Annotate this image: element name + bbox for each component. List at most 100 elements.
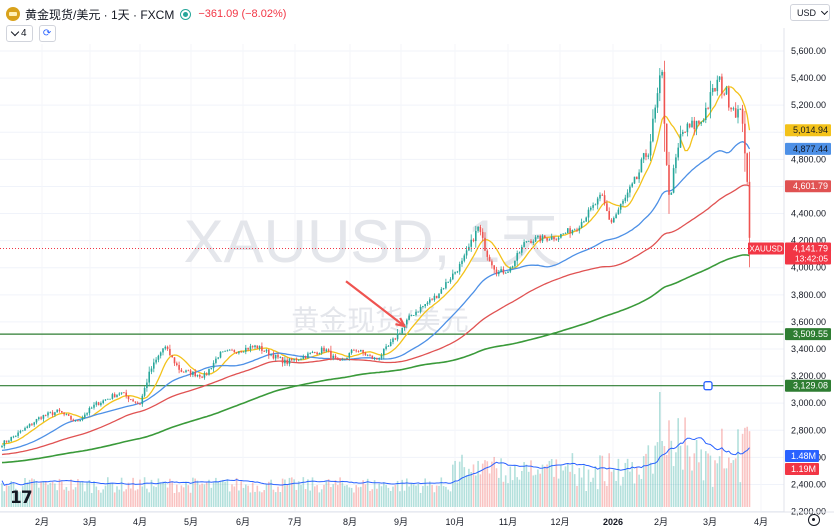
candle-body [665, 123, 668, 165]
volume-bar [647, 445, 650, 507]
volume-bar [475, 475, 477, 507]
volume-bar [677, 418, 679, 507]
candle-body [63, 412, 65, 415]
candle-body [718, 76, 721, 80]
price-tick-label: 2,400.00 [791, 479, 826, 489]
volume-bar [429, 481, 431, 507]
volume-bar [63, 489, 65, 507]
volume-bar [90, 492, 93, 507]
candle-body [107, 398, 109, 400]
volume-bar [585, 490, 587, 507]
volume-bar [88, 480, 91, 507]
volume-bar [599, 455, 601, 507]
volume-bar [343, 485, 346, 507]
candle-body [649, 141, 652, 156]
volume-bar [249, 492, 252, 507]
volume-bar [433, 492, 436, 507]
indicators-collapse-button[interactable]: 4 [6, 25, 33, 42]
volume-bar [594, 466, 597, 507]
volume-bar [111, 482, 114, 507]
candle-body [54, 412, 56, 415]
price-tick-label: 3,400.00 [791, 344, 826, 354]
candle-body [171, 355, 173, 358]
volume-bar [79, 481, 81, 507]
price-axis[interactable]: 2,200.002,400.002,600.002,800.003,000.00… [783, 28, 826, 517]
candle-body [176, 363, 178, 366]
last-price-bg [785, 242, 831, 265]
volume-bar [415, 485, 417, 507]
candle-body [254, 345, 256, 348]
candle-body [532, 241, 535, 243]
volume-bar [626, 458, 629, 507]
candle-body [261, 346, 263, 351]
volume-bar [477, 460, 479, 507]
volume-bar [431, 485, 433, 507]
volume-bar [435, 485, 438, 507]
candle-body [509, 267, 512, 272]
volume-bar [665, 454, 668, 507]
time-tick-label: 8月 [343, 517, 357, 527]
candle-body [638, 172, 640, 180]
indicator-count: 4 [21, 28, 27, 39]
volume-bar [31, 478, 33, 507]
ma-value-label: 5,014.94 [785, 124, 831, 137]
candle-body [725, 87, 728, 95]
candle-body [201, 376, 203, 378]
candle-body [615, 214, 617, 218]
volume-bar [527, 471, 530, 507]
volume-bar [534, 474, 537, 507]
volume-bar [286, 484, 288, 507]
volume-bar [139, 479, 141, 507]
volume-bar [617, 458, 620, 507]
currency-select[interactable]: USD [790, 4, 830, 21]
symbol-title[interactable]: 黄金现货/美元 · 1天 · FXCM [25, 7, 175, 22]
data-window-button[interactable]: ⟳ [38, 25, 56, 42]
volume-bar [532, 475, 535, 507]
volume-bar [93, 481, 95, 507]
volume-bar [210, 487, 213, 507]
price-tick-label: 2,800.00 [791, 425, 826, 435]
volume-ma-line [1, 437, 750, 486]
symbol-title-row[interactable]: 黄金现货/美元 · 1天 · FXCM −361.09 (−8.02%) [6, 5, 286, 23]
volume-bar [700, 449, 702, 507]
volume-bar [546, 464, 548, 507]
candle-body [585, 217, 587, 222]
candle-body [185, 370, 187, 373]
time-axis[interactable]: 2月 3月 4月 5月 6月 7月 8月 9月 10月 11月 12月 2026 2月 3月 4月 [0, 511, 834, 527]
candle-body [343, 358, 346, 360]
volume-bar [366, 478, 369, 507]
volume-bar [26, 482, 29, 507]
candle-body [65, 414, 68, 416]
candle-body [38, 417, 40, 420]
settings-icon[interactable] [808, 514, 820, 526]
volume-bar [12, 482, 15, 507]
volume-bar [44, 481, 47, 507]
volume-bar [718, 456, 721, 507]
volume-bar [245, 484, 247, 507]
candle-body [438, 293, 440, 299]
candle-body [157, 355, 160, 360]
candle-body [723, 93, 725, 95]
annotations[interactable] [345, 280, 407, 328]
candle-body [553, 236, 555, 240]
candle-body [511, 266, 514, 268]
candle-body [677, 147, 679, 158]
tradingview-logo[interactable]: 17 [10, 488, 33, 508]
volume-bar [201, 483, 203, 507]
time-tick-label: 10月 [445, 517, 464, 527]
volume-bar [235, 477, 238, 507]
candle-body [208, 369, 210, 375]
candle-body [196, 374, 199, 377]
volume-bar [182, 487, 185, 507]
volume-bar [521, 470, 523, 507]
candle-body [493, 265, 495, 270]
volume-bar [153, 486, 155, 507]
candle-body [652, 118, 654, 142]
candle-body [569, 228, 571, 234]
volume-bar [17, 491, 19, 507]
volume-bar [385, 484, 387, 507]
line-handle [703, 381, 713, 391]
volume-bar [309, 490, 311, 507]
volume-bar [169, 478, 171, 507]
